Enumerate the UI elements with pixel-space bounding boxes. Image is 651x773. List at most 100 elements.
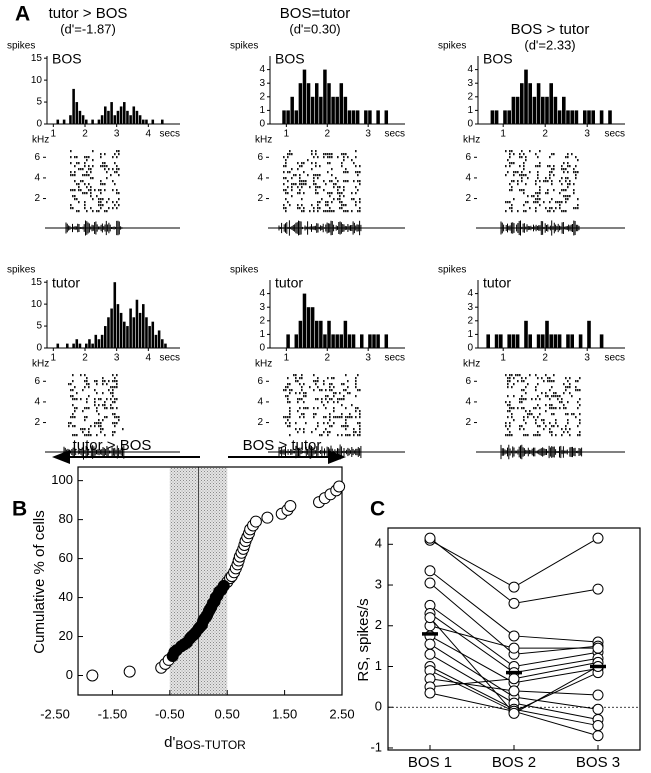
spectrogram-texture xyxy=(559,192,561,195)
spectrogram-texture xyxy=(102,392,104,395)
spectrogram-texture xyxy=(565,201,567,204)
spectrogram-texture xyxy=(285,389,287,392)
data-point xyxy=(424,532,436,544)
psth-bar xyxy=(161,119,164,124)
data-point xyxy=(592,703,604,715)
spectrogram-texture xyxy=(86,210,88,213)
psth-bar xyxy=(335,96,339,124)
spectrogram-texture xyxy=(333,198,335,201)
spectrogram-texture xyxy=(509,422,511,425)
spectrogram-texture xyxy=(549,165,551,168)
psth-bar xyxy=(327,83,331,124)
psth-bar xyxy=(578,334,583,348)
spectrogram-texture xyxy=(100,153,102,156)
spectrogram-texture xyxy=(114,380,116,383)
spectrogram-texture xyxy=(299,177,301,180)
spectrogram-texture xyxy=(543,380,545,383)
spectrogram-texture xyxy=(84,174,86,177)
spectrogram-texture xyxy=(82,174,84,177)
spectrogram-texture xyxy=(509,374,511,377)
spectrogram-texture xyxy=(573,192,575,195)
spectrogram-texture xyxy=(343,189,345,192)
x-axis-label: secs xyxy=(159,353,180,364)
spectrogram-texture xyxy=(331,192,333,195)
spectrogram-texture xyxy=(104,401,106,404)
psth-bar xyxy=(566,334,570,348)
spectrogram-texture xyxy=(116,416,118,419)
y-tick-label: 1 xyxy=(375,658,382,673)
psth-bar xyxy=(608,110,612,124)
spectrogram-texture xyxy=(315,192,317,195)
spectrogram-texture xyxy=(355,204,357,207)
spectrogram-texture xyxy=(355,395,357,398)
psth-bar xyxy=(302,69,307,124)
spectrogram-texture xyxy=(303,413,305,416)
data-point xyxy=(508,642,520,654)
spectrogram-texture xyxy=(509,162,511,165)
spectrogram-texture xyxy=(94,398,96,401)
spectrogram-texture xyxy=(289,425,291,428)
spectrogram-texture xyxy=(349,413,351,416)
spectrogram-texture xyxy=(325,428,327,431)
spectrogram-texture xyxy=(549,398,551,401)
spectrogram-texture xyxy=(329,413,331,416)
x-tick-label: 2 xyxy=(324,353,330,364)
spectrogram-texture xyxy=(112,207,114,210)
spectrogram-texture xyxy=(299,377,301,380)
spectrogram-texture xyxy=(355,165,357,168)
spectrogram-texture xyxy=(347,425,349,428)
spectrogram-texture xyxy=(313,156,315,159)
spectrogram-texture xyxy=(559,204,561,207)
spectrogram-texture xyxy=(88,428,90,431)
spectrogram-texture xyxy=(355,201,357,204)
spectrogram-texture xyxy=(555,407,557,410)
spectrogram-texture xyxy=(118,174,120,177)
spectrogram-texture xyxy=(517,210,519,213)
y-tick-label: 0 xyxy=(259,119,265,130)
spectrogram-texture xyxy=(535,183,537,186)
spectrogram-texture xyxy=(533,407,535,410)
y-axis-label: spikes xyxy=(7,265,35,276)
spectrogram-texture xyxy=(507,416,509,419)
spectrogram-texture xyxy=(569,428,571,431)
spectrogram-texture xyxy=(537,434,539,437)
y-tick-label: 10 xyxy=(31,75,43,86)
spectrogram-texture xyxy=(289,150,291,153)
x-tick-label: 1 xyxy=(500,353,506,364)
spectrogram-texture xyxy=(313,177,315,180)
x-tick-label: 3 xyxy=(114,353,120,364)
spectrogram-texture xyxy=(577,171,579,174)
psth-bar xyxy=(97,339,101,348)
spectrogram-texture xyxy=(343,398,345,401)
spectrogram-texture xyxy=(579,413,581,416)
y-tick-label: 4 xyxy=(467,288,473,299)
data-point xyxy=(333,480,346,493)
psth-bar xyxy=(376,110,380,124)
spectrogram-texture xyxy=(535,198,537,201)
spectrogram-texture xyxy=(301,389,303,392)
spectrogram-texture xyxy=(311,153,313,156)
spectrogram-texture xyxy=(301,398,303,401)
psth-bar xyxy=(310,96,315,124)
x-tick-label: 3 xyxy=(114,129,120,140)
spectrogram-texture xyxy=(545,410,547,413)
spectrogram-texture xyxy=(327,210,329,213)
spectrogram-texture xyxy=(565,407,567,410)
spectrogram-texture xyxy=(359,431,361,434)
spectrogram-texture xyxy=(287,398,289,401)
spectrogram-texture xyxy=(569,195,571,198)
spectrogram-texture xyxy=(299,192,301,195)
spectrogram-texture xyxy=(331,156,333,159)
spectrogram-texture xyxy=(299,383,301,386)
spectrogram-texture xyxy=(575,156,577,159)
spectrogram-texture xyxy=(351,404,353,407)
spectrogram-texture xyxy=(104,153,106,156)
y-tick-label: 1 xyxy=(259,105,265,116)
spectrogram-texture xyxy=(521,171,523,174)
spectrogram-texture xyxy=(88,156,90,159)
data-point xyxy=(592,583,604,595)
psth-bar xyxy=(583,110,587,124)
spectrogram-texture xyxy=(551,431,553,434)
spectrogram-texture xyxy=(571,153,573,156)
spectrogram-texture xyxy=(359,180,361,183)
